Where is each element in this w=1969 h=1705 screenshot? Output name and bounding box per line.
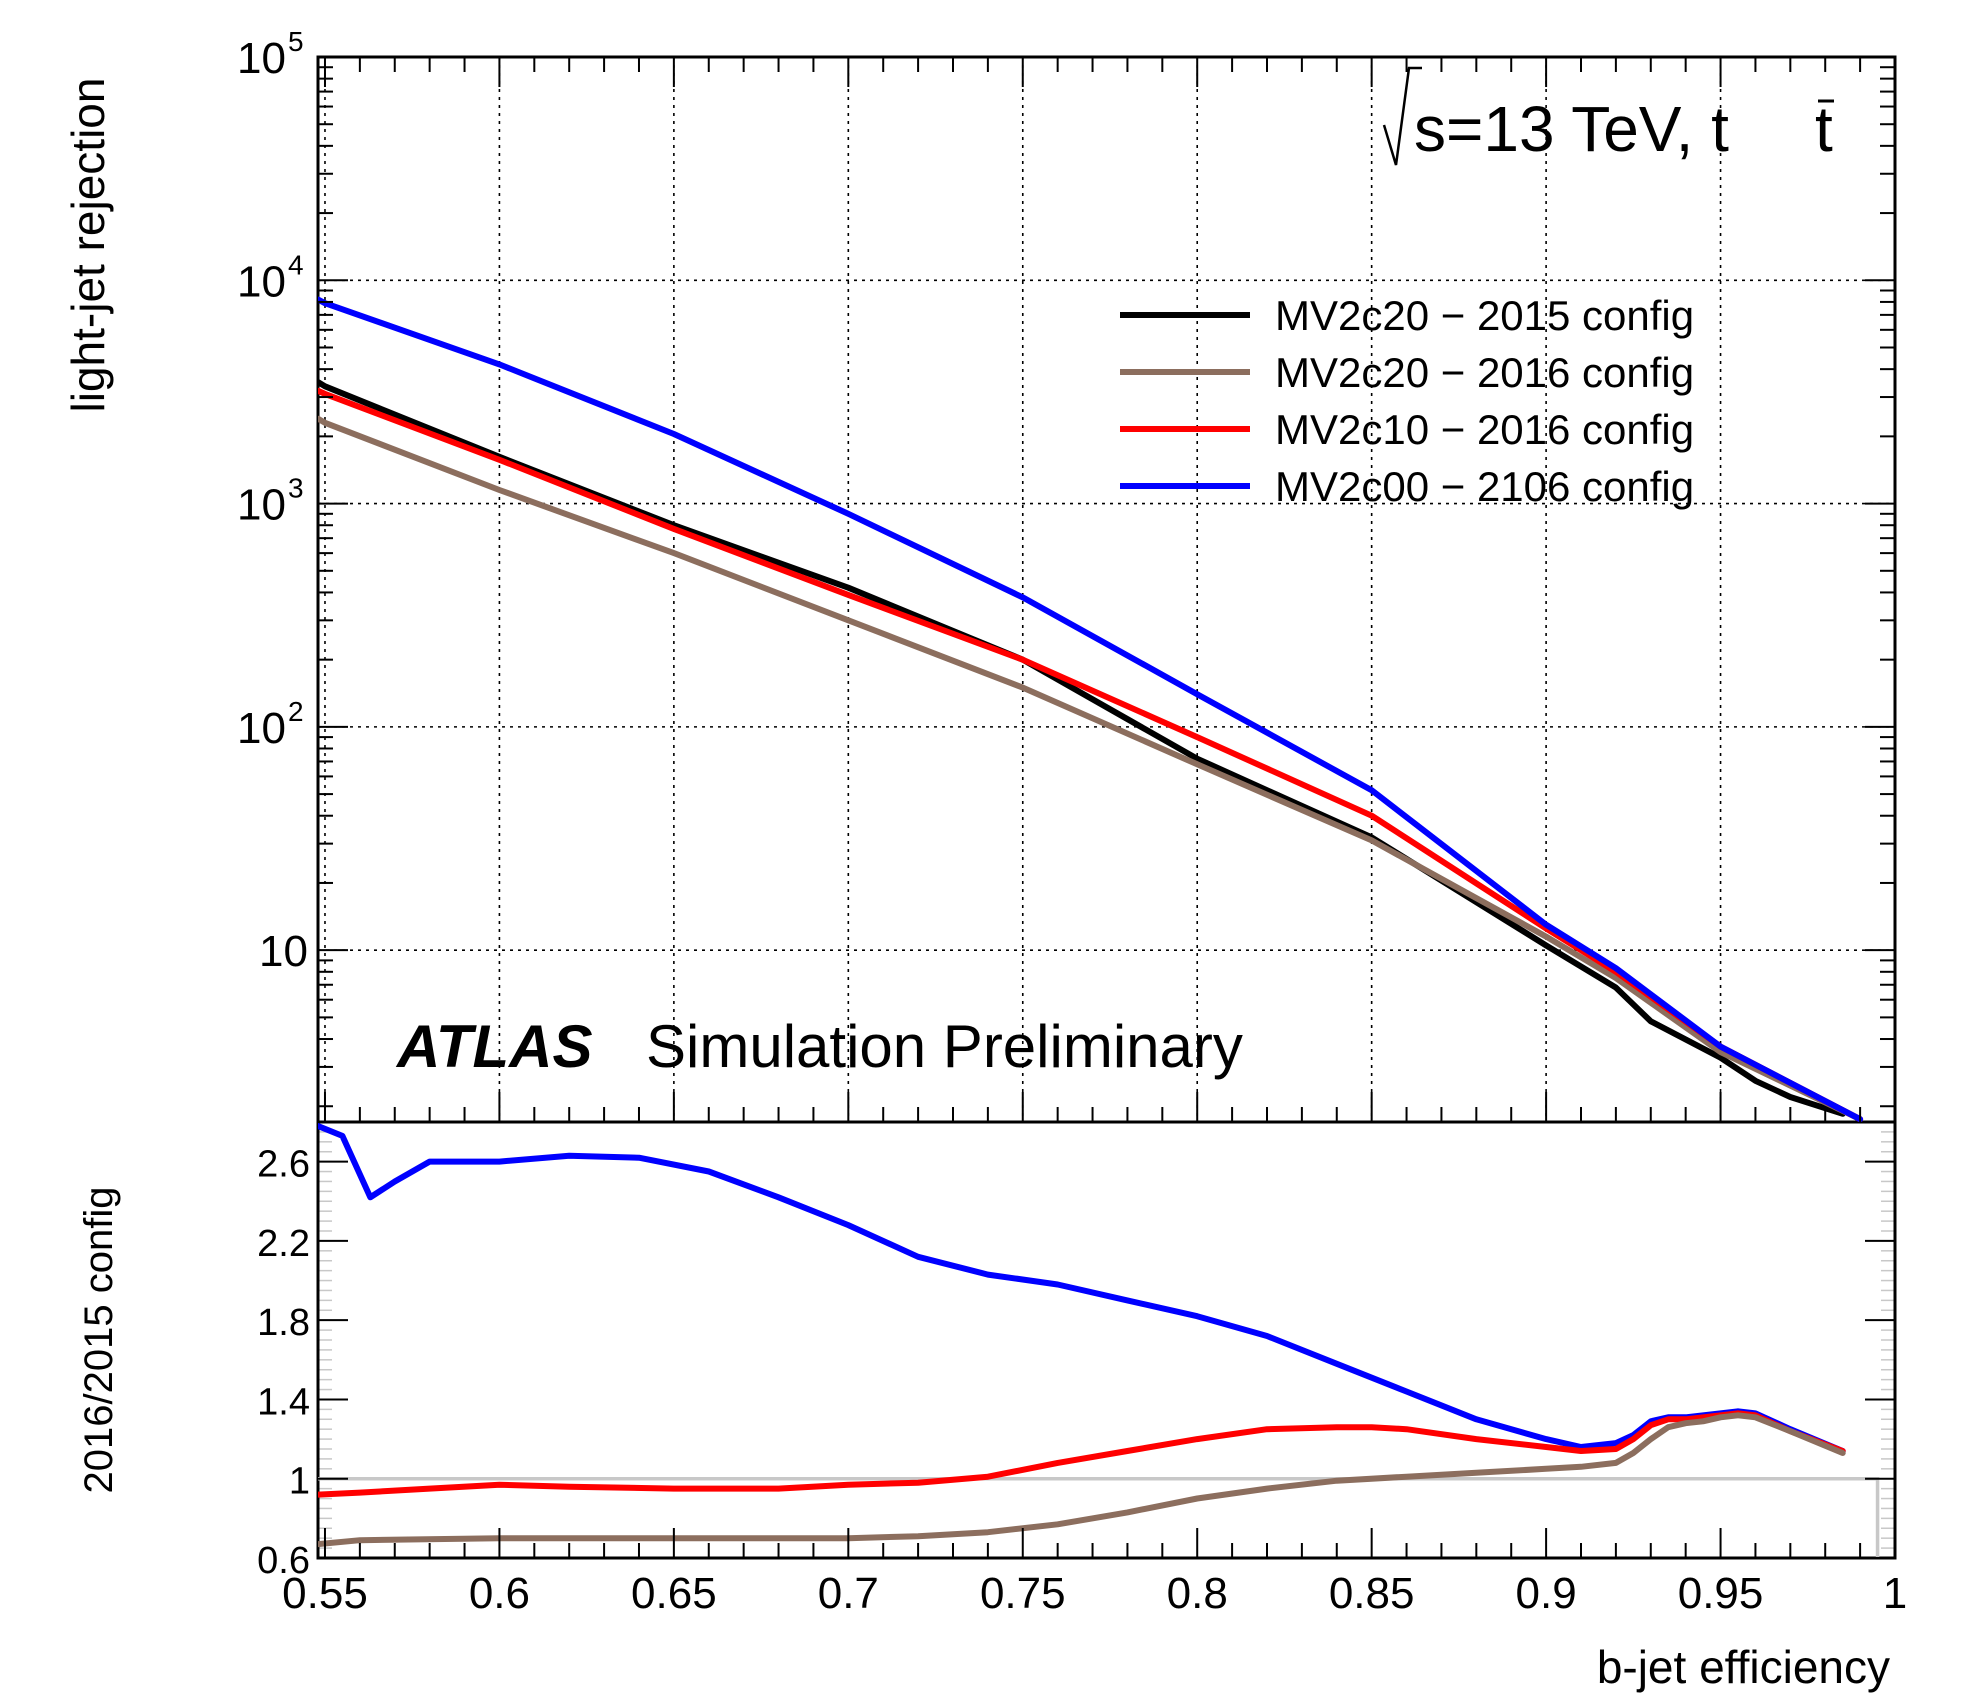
ratio-y-tick-label: 1.8 bbox=[257, 1302, 310, 1344]
y-tick-exponent: 3 bbox=[288, 473, 304, 504]
ratio-minor-ticks bbox=[318, 1121, 1895, 1559]
legend-label-0: MV2c20 − 2015 config bbox=[1275, 292, 1694, 339]
atlas-label: ATLAS Simulation Preliminary bbox=[395, 1013, 1243, 1080]
sqrt-symbol bbox=[1382, 66, 1422, 166]
ratio-y-tick-label: 2.6 bbox=[257, 1144, 310, 1186]
y-tick-label: 10 bbox=[259, 927, 308, 976]
main-y-axis-title: light-jet rejection bbox=[62, 78, 114, 413]
x-tick-label: 0.85 bbox=[1329, 1569, 1415, 1618]
ratio-y-tick-label: 1.4 bbox=[257, 1381, 310, 1423]
x-tick-label: 0.95 bbox=[1678, 1569, 1764, 1618]
y-tick-exponent: 2 bbox=[288, 696, 304, 727]
ratio-y-axis-title: 2016/2015 config bbox=[77, 1187, 121, 1494]
y-tick-label: 10 bbox=[237, 34, 286, 83]
x-tick-label: 0.65 bbox=[631, 1569, 717, 1618]
legend: MV2c20 − 2015 config MV2c20 − 2016 config… bbox=[1120, 292, 1694, 510]
y-tick-label: 10 bbox=[237, 704, 286, 753]
ratio-series-0 bbox=[318, 1123, 1846, 1454]
ratio-y-tick-label: 0.6 bbox=[257, 1540, 310, 1582]
main-series bbox=[318, 296, 1864, 1122]
y-tick-label: 10 bbox=[237, 257, 286, 306]
ratio-y-tick-label: 2.2 bbox=[257, 1223, 310, 1265]
y-tick-label: 10 bbox=[237, 481, 286, 530]
main-series-1 bbox=[318, 415, 1864, 1122]
main-plot-frame bbox=[316, 55, 1897, 1124]
x-tick-label: 0.8 bbox=[1167, 1569, 1228, 1618]
ratio-series-2 bbox=[318, 1412, 1846, 1548]
energy-text: s=13 TeV, t bbox=[1414, 93, 1729, 165]
x-tick-label: 0.9 bbox=[1516, 1569, 1577, 1618]
atlas-logo-text: ATLAS bbox=[395, 1013, 593, 1080]
main-grid bbox=[318, 57, 1895, 1122]
x-tick-label: 0.7 bbox=[818, 1569, 879, 1618]
axis-ticks bbox=[318, 56, 1896, 1559]
ratio-plot-frame bbox=[316, 1120, 1897, 1560]
legend-label-2: MV2c10 − 2016 config bbox=[1275, 406, 1694, 453]
tbar-text: t bbox=[1815, 93, 1833, 165]
x-tick-label: 0.75 bbox=[980, 1569, 1066, 1618]
legend-label-3: MV2c00 − 2106 config bbox=[1275, 463, 1694, 510]
legend-label-1: MV2c20 − 2016 config bbox=[1275, 349, 1694, 396]
x-tick-label: 1 bbox=[1883, 1569, 1907, 1618]
y-tick-exponent: 5 bbox=[288, 26, 304, 57]
x-tick-label: 0.6 bbox=[469, 1569, 530, 1618]
y-tick-exponent: 4 bbox=[288, 249, 304, 280]
energy-label: s=13 TeV, t t bbox=[1382, 66, 1834, 166]
ratio-y-tick-label: 1 bbox=[289, 1461, 310, 1503]
x-axis-title: b-jet efficiency bbox=[1597, 1641, 1890, 1693]
atlas-simulation-text: Simulation Preliminary bbox=[646, 1013, 1243, 1080]
x-tick-label: 0.55 bbox=[282, 1569, 368, 1618]
ratio-series bbox=[318, 1123, 1846, 1548]
main-series-3 bbox=[318, 296, 1864, 1122]
ratio-series-1 bbox=[318, 1410, 1846, 1498]
